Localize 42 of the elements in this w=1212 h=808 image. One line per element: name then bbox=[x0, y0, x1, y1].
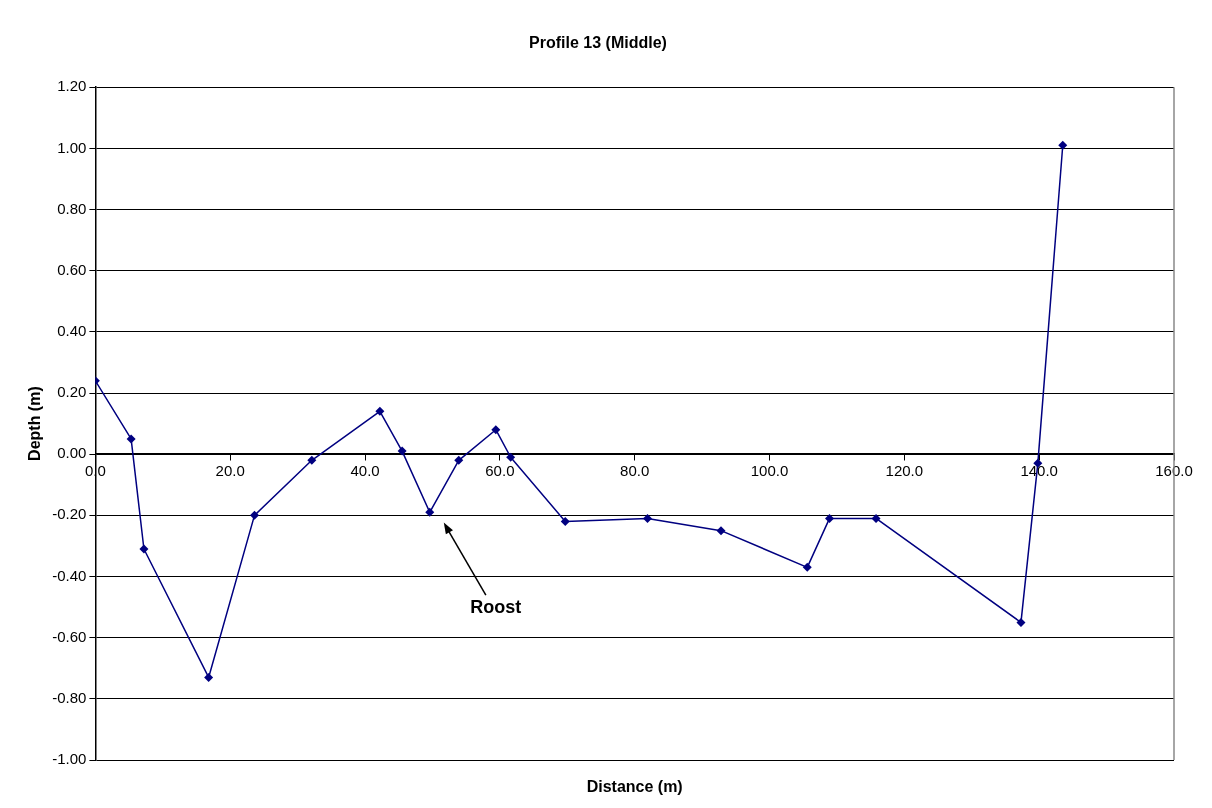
y-tick-label: 0.40 bbox=[57, 322, 87, 339]
chart-title: Profile 13 (Middle) bbox=[529, 34, 667, 52]
x-axis-title: Distance (m) bbox=[586, 778, 683, 796]
point bbox=[425, 507, 435, 517]
point bbox=[307, 455, 317, 465]
point bbox=[397, 446, 407, 456]
y-tick-label: 1.20 bbox=[57, 77, 87, 95]
x-tick-label: 20.0 bbox=[215, 462, 245, 480]
annotation: Roost bbox=[470, 597, 522, 618]
y-axis-title: Depth (m) bbox=[26, 386, 44, 461]
y-tick-label: -1.00 bbox=[52, 750, 87, 768]
x-tick-label: 60.0 bbox=[485, 462, 515, 480]
x-tick-label: 100.0 bbox=[750, 462, 789, 480]
point bbox=[506, 452, 516, 462]
point bbox=[825, 513, 835, 523]
point bbox=[491, 425, 501, 435]
y-tick-label: 0.60 bbox=[57, 260, 87, 278]
point bbox=[802, 562, 812, 572]
x-tick-label: 40.0 bbox=[350, 462, 380, 480]
y-tick-label: 0.20 bbox=[57, 383, 87, 401]
point bbox=[716, 526, 726, 536]
y-tick-label: -0.80 bbox=[52, 688, 87, 706]
point bbox=[126, 434, 136, 444]
point bbox=[1058, 140, 1068, 150]
point bbox=[643, 513, 652, 523]
point bbox=[560, 516, 570, 526]
point bbox=[204, 672, 214, 682]
y-tick-label: -0.20 bbox=[52, 505, 87, 523]
point bbox=[1016, 617, 1026, 627]
point bbox=[454, 455, 464, 465]
x-tick-label: 120.0 bbox=[885, 462, 924, 480]
point bbox=[249, 510, 259, 520]
point bbox=[139, 544, 149, 554]
point bbox=[375, 406, 385, 416]
x-tick-label: 160.0 bbox=[1155, 462, 1193, 480]
x-tick-label: 80.0 bbox=[620, 462, 650, 480]
y-tick-label: -0.60 bbox=[52, 627, 87, 645]
y-tick-label: -0.40 bbox=[52, 566, 87, 584]
y-tick-label: 0.00 bbox=[57, 444, 87, 462]
y-tick-label: 1.00 bbox=[57, 138, 87, 156]
y-tick-label: 0.80 bbox=[57, 199, 87, 217]
point bbox=[871, 513, 881, 523]
